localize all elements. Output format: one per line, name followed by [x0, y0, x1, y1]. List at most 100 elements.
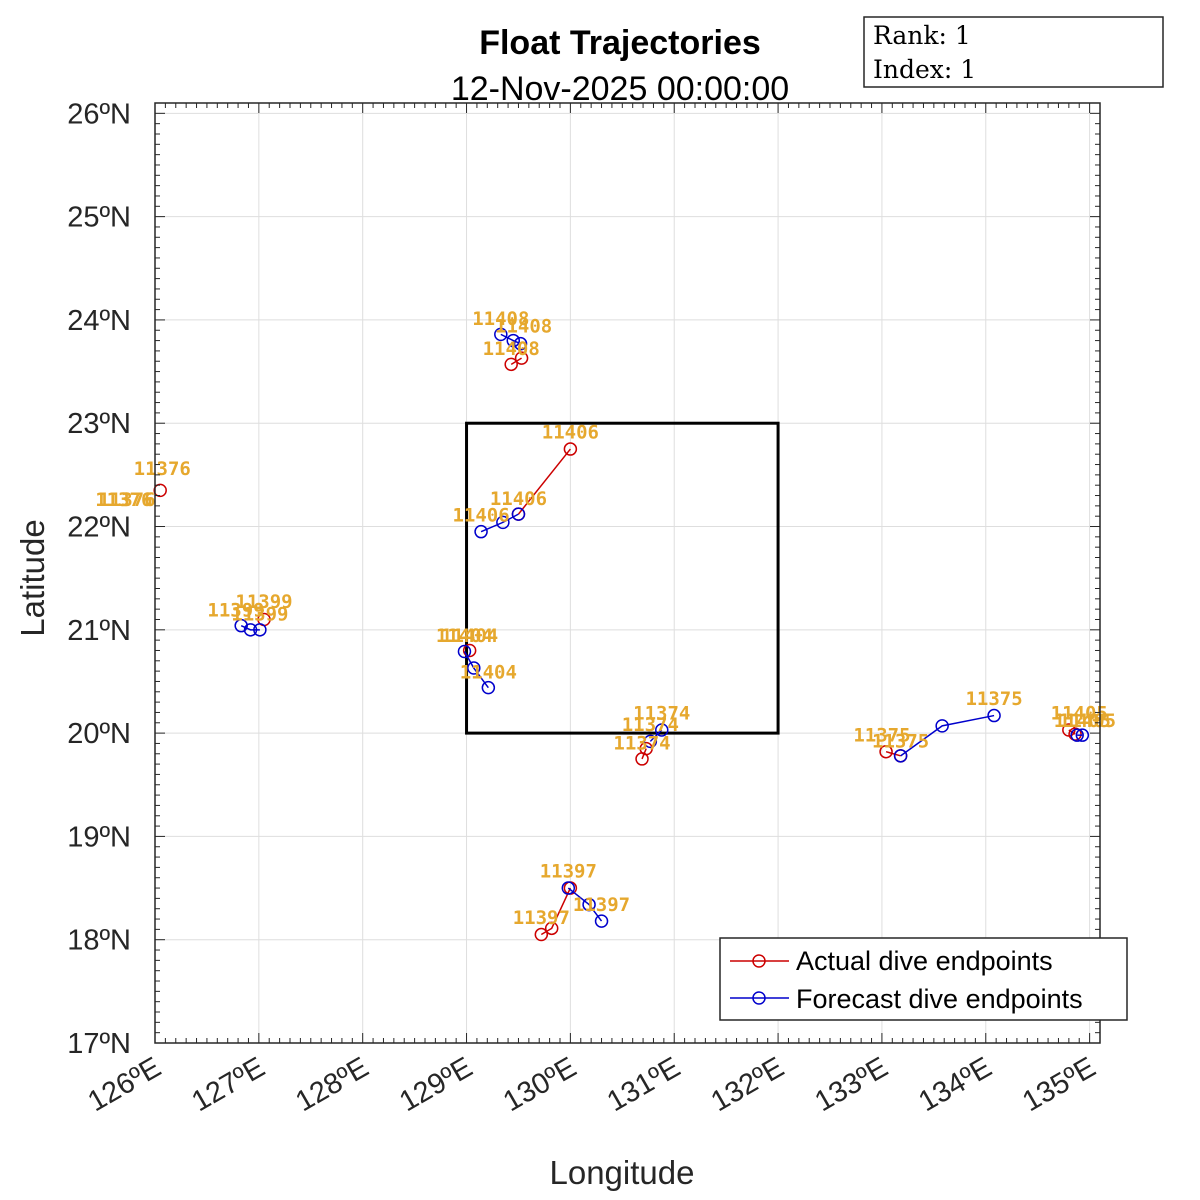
x-tick-label: 128ºE [290, 1051, 374, 1118]
series-marker [534, 927, 549, 942]
series-marker [494, 327, 508, 342]
float-label: 11375 [872, 731, 929, 753]
series-marker [514, 351, 529, 365]
series-line [567, 887, 603, 922]
axes-frame [154, 102, 1101, 1044]
series-marker [153, 483, 167, 498]
y-tick-label: 24ºN [67, 305, 131, 337]
series-marker [513, 336, 528, 351]
float-label: 11397 [573, 894, 630, 916]
float-label: 11397 [540, 861, 597, 883]
float-label: 11374 [613, 733, 670, 755]
target-region-box [465, 421, 780, 735]
series-marker [935, 719, 949, 733]
float-label: 11375 [965, 688, 1022, 710]
series-line [517, 448, 571, 515]
info-rank: Rank: 1 [873, 21, 971, 50]
x-tick-label: 130ºE [498, 1051, 582, 1118]
series-11408 [504, 351, 529, 372]
series-marker [462, 643, 477, 658]
series-marker [582, 897, 596, 912]
y-axis-label: Latitude [14, 519, 51, 636]
series-marker [496, 515, 510, 530]
series-marker [544, 921, 559, 936]
float-label: 11408 [472, 308, 529, 330]
series-marker [643, 734, 658, 749]
info-index: Index: 1 [873, 55, 976, 84]
x-tick-label: 127ºE [187, 1051, 271, 1118]
y-tick-label: 17ºN [67, 1028, 131, 1060]
series-marker [504, 357, 518, 372]
series-11404 [462, 643, 477, 658]
float-label: 11404 [460, 661, 517, 683]
legend-forecast-marker [752, 991, 766, 1005]
series-11374 [635, 741, 653, 766]
float-label: 11405 [1054, 710, 1111, 732]
x-tick-label: 133ºE [810, 1051, 894, 1118]
float-label: 11399 [235, 591, 292, 613]
float-label: 11406 [490, 488, 547, 510]
series-marker [243, 623, 258, 637]
series-marker [655, 723, 669, 737]
x-tick-label: 131ºE [602, 1051, 686, 1118]
series-marker [594, 914, 609, 928]
y-tick-label: 26ºN [67, 98, 131, 130]
y-tick-label: 18ºN [67, 925, 131, 957]
series-11406 [474, 507, 526, 539]
float-label: 11404 [441, 625, 498, 647]
series-11408 [494, 327, 528, 351]
series-marker [879, 744, 893, 759]
trajectory-series [153, 327, 1090, 942]
y-tick-label: 21ºN [67, 615, 131, 647]
plot-axes [154, 102, 1101, 1044]
y-tick-label: 19ºN [67, 821, 131, 853]
float-label: 11404 [436, 625, 493, 647]
y-tick-label: 22ºN [67, 512, 131, 544]
series-marker [481, 680, 496, 695]
float-id-labels: 1140811408114081140611406114061137611376… [95, 308, 1116, 929]
series-marker [457, 644, 472, 659]
float-label: 11376 [134, 458, 191, 480]
legend: Actual dive endpoints Forecast dive endp… [719, 937, 1128, 1021]
info-box: Rank: 1 Index: 1 [863, 16, 1164, 88]
float-label: 11399 [207, 599, 264, 621]
series-11404 [457, 644, 496, 695]
series-marker [1070, 728, 1084, 742]
float-label: 11408 [495, 315, 552, 337]
x-axis-label: Longitude [550, 1154, 695, 1191]
float-label: 11406 [542, 422, 599, 444]
series-marker [253, 623, 267, 637]
float-label: 11397 [513, 907, 570, 929]
x-tick-label: 129ºE [394, 1051, 478, 1118]
series-line [649, 729, 663, 742]
x-tick-label: 134ºE [913, 1051, 997, 1118]
series-marker [561, 881, 576, 895]
float-label: 11406 [452, 504, 509, 526]
float-label: 11375 [853, 724, 910, 746]
series-marker [563, 442, 578, 456]
y-tick-label: 25ºN [67, 202, 131, 234]
x-tick-label: 126ºE [83, 1051, 167, 1118]
series-11376 [153, 483, 167, 498]
float-label: 11405 [1059, 710, 1116, 732]
chart-title: Float Trajectories [479, 24, 761, 62]
series-line [885, 750, 901, 757]
series-marker [1075, 728, 1090, 742]
legend-actual-marker [752, 954, 766, 968]
y-tick-label: 20ºN [67, 718, 131, 750]
series-marker [467, 661, 481, 675]
series-line [540, 887, 572, 936]
float-label: 11399 [231, 604, 288, 626]
series-marker [987, 708, 1001, 723]
series-marker [639, 741, 653, 756]
chart-subtitle: 12-Nov-2025 00:00:00 [451, 70, 789, 108]
legend-actual-label: Actual dive endpoints [796, 946, 1053, 976]
series-marker [506, 333, 521, 348]
float-label: 11408 [483, 338, 540, 360]
x-tick-label: 132ºE [706, 1051, 790, 1118]
series-11374 [643, 723, 669, 749]
series-marker [511, 507, 526, 521]
series-11405 [1070, 728, 1090, 742]
float-label: 11376 [95, 489, 152, 511]
